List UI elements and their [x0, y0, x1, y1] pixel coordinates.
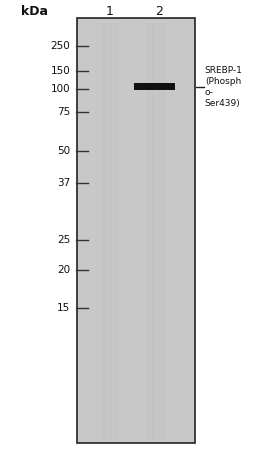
- Bar: [77, 18, 195, 443]
- Bar: [134, 83, 175, 90]
- Text: 25: 25: [57, 235, 70, 245]
- Text: SREBP-1
(Phosph
o-
Ser439): SREBP-1 (Phosph o- Ser439): [205, 66, 243, 108]
- Text: 100: 100: [51, 84, 70, 94]
- Text: 15: 15: [57, 303, 70, 314]
- Text: 75: 75: [57, 107, 70, 117]
- Text: 20: 20: [57, 265, 70, 275]
- Text: 150: 150: [51, 66, 70, 76]
- Text: 1: 1: [106, 5, 114, 18]
- Text: 2: 2: [155, 5, 163, 18]
- Text: 50: 50: [57, 146, 70, 156]
- Text: 37: 37: [57, 178, 70, 188]
- Text: 250: 250: [51, 41, 70, 51]
- Text: kDa: kDa: [21, 5, 48, 18]
